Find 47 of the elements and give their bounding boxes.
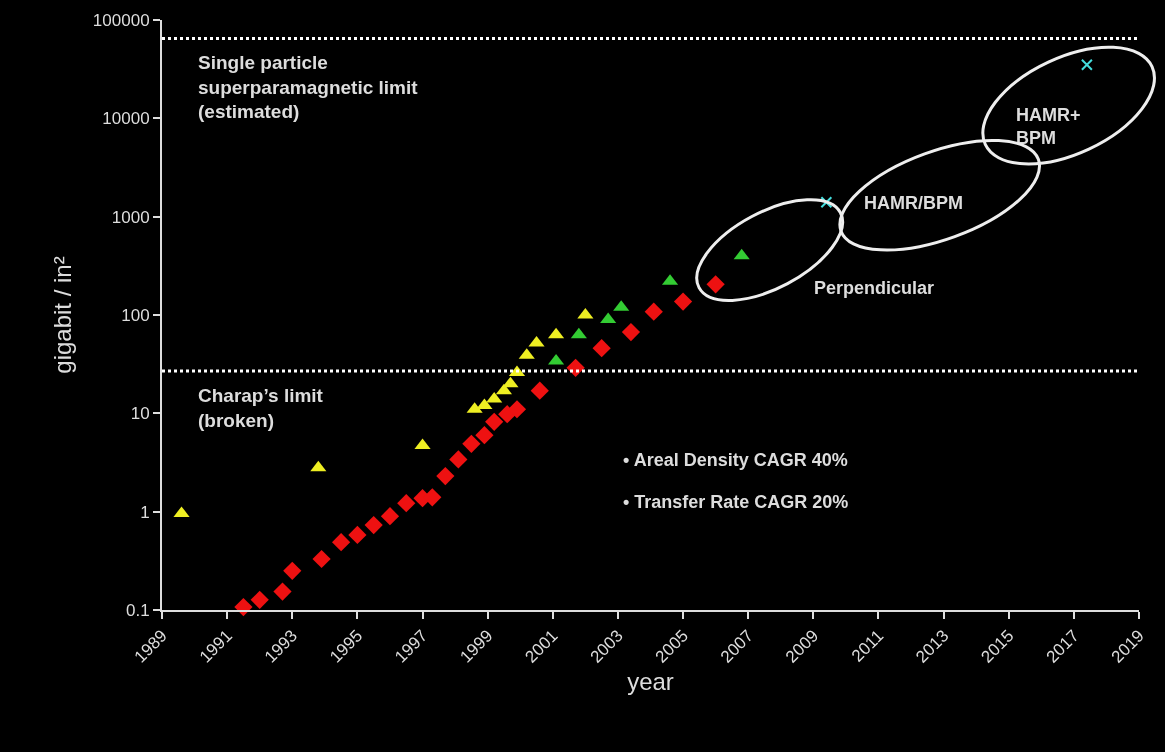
- point: [485, 412, 504, 431]
- point: [486, 391, 503, 403]
- point: [528, 335, 545, 347]
- point: [332, 533, 351, 552]
- point: [283, 561, 302, 580]
- y-tick-label: 0.1: [125, 600, 150, 620]
- y-tick-label: 100: [121, 305, 150, 325]
- point: [364, 516, 383, 535]
- annotation: • Transfer Rate CAGR 20%: [623, 492, 849, 512]
- point: [621, 323, 641, 342]
- x-axis-title: year: [627, 668, 674, 696]
- point: [310, 460, 327, 472]
- point: [449, 450, 468, 469]
- y-tick-label: 1: [140, 502, 150, 522]
- point: [462, 434, 481, 453]
- annotation: Perpendicular: [814, 278, 935, 298]
- annotation: • Areal Density CAGR 40%: [623, 450, 848, 470]
- point: [502, 376, 519, 388]
- point: [414, 438, 431, 450]
- point: [1080, 58, 1093, 71]
- point: [348, 525, 367, 545]
- point: [820, 196, 833, 209]
- point: [250, 590, 269, 609]
- point: [380, 507, 400, 526]
- point: [397, 494, 416, 513]
- point: [530, 381, 549, 400]
- point: [273, 582, 292, 601]
- point: [507, 400, 527, 419]
- y-tick-label: 100000: [92, 10, 150, 30]
- annotation: HAMR/BPM: [864, 193, 963, 213]
- ref-line-label: Charap’s limit (broken): [198, 385, 324, 431]
- ref-line-label: Single particle superparamagnetic limit (estimated): [198, 52, 419, 123]
- point: [733, 248, 750, 260]
- y-tick-label: 1000: [111, 207, 150, 227]
- point: [592, 339, 611, 358]
- y-tick-label: 10000: [102, 109, 150, 129]
- point: [476, 398, 493, 410]
- y-tick-label: 10: [130, 404, 150, 424]
- point: [475, 426, 494, 445]
- point: [570, 327, 587, 339]
- point: [673, 292, 693, 311]
- point: [436, 467, 455, 486]
- point: [706, 275, 725, 294]
- point: [644, 302, 663, 321]
- point: [312, 549, 331, 569]
- y-axis-title: gigabit / in²: [49, 256, 77, 374]
- annotation: HAMR+ BPM: [1016, 105, 1081, 149]
